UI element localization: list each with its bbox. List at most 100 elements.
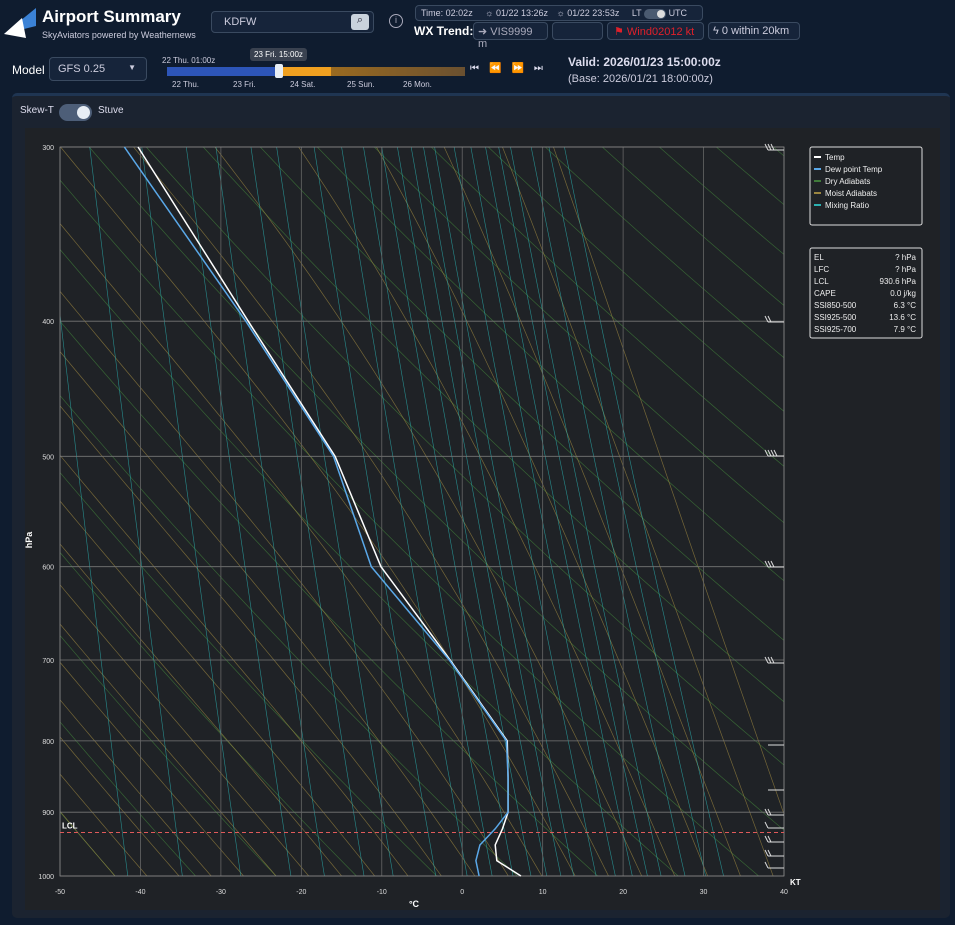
mixing-ratio-line <box>381 147 514 876</box>
index-name: SSI850-500 <box>814 301 857 310</box>
moist-adiabat <box>60 222 543 876</box>
model-value: GFS 0.25 <box>58 63 106 75</box>
mixing-ratio-line <box>185 147 292 876</box>
legend-box <box>809 146 923 226</box>
wind-barb-flag <box>764 808 769 816</box>
legend-label: Dry Adiabats <box>825 177 870 186</box>
moist-adiabat <box>502 147 774 876</box>
sunset-text: 01/22 23:53z <box>567 8 620 18</box>
wind-barb-flag <box>764 656 769 664</box>
info-icon[interactable]: i <box>389 14 403 28</box>
wind-barb-flag <box>767 315 772 323</box>
mixing-ratio-line <box>434 147 574 876</box>
dry-adiabat <box>60 721 197 876</box>
dry-adiabat <box>487 147 784 412</box>
x-tick-label: -30 <box>216 889 226 896</box>
x-axis-label: °C <box>409 899 420 909</box>
app-title: Airport Summary <box>42 7 181 26</box>
wind-barb-flag <box>773 449 778 457</box>
mixing-ratio-line <box>397 147 532 876</box>
playback-controls[interactable]: ⏮⏪⏩⏭ <box>470 63 553 74</box>
model-select[interactable]: GFS 0.25 ▼ <box>49 57 147 81</box>
x-tick-label: 10 <box>539 889 547 896</box>
mixing-ratio-line <box>548 147 706 876</box>
x-tick-label: 40 <box>780 889 788 896</box>
wind-barb-flag <box>770 143 775 151</box>
logo <box>4 8 36 38</box>
dry-adiabat <box>60 634 277 876</box>
timeline-day: 24 Sat. <box>290 80 316 89</box>
moist-adiabat <box>60 699 212 876</box>
dry-adiabat <box>60 471 438 876</box>
lightning-badge: ϟ 0 within 20km <box>708 22 800 40</box>
x-tick-label: -20 <box>296 889 306 896</box>
wind-barb-flag <box>767 849 772 857</box>
index-value: 13.6 °C <box>889 313 916 322</box>
index-name: SSI925-500 <box>814 313 857 322</box>
y-tick-label: 400 <box>42 319 54 326</box>
toggle-right: Stuve <box>98 105 124 116</box>
dry-adiabat <box>316 147 784 582</box>
wind-barb-flag <box>764 849 769 857</box>
timeline-day: 22 Thu. <box>172 80 199 89</box>
wind-barb-flag <box>767 656 772 664</box>
moist-adiabat <box>60 584 310 876</box>
view-toggle[interactable] <box>59 104 92 121</box>
chart-bg <box>25 128 940 910</box>
moist-adiabat <box>60 736 180 876</box>
index-value: ? hPa <box>895 265 916 274</box>
legend-label: Dew point Temp <box>825 165 883 174</box>
index-name: EL <box>814 253 824 262</box>
y-tick-label: 1000 <box>38 874 54 881</box>
x-tick-label: -40 <box>135 889 145 896</box>
search-button[interactable]: ⌕ <box>351 14 369 30</box>
moist-adiabat <box>60 773 148 876</box>
timeline-day: 26 Mon. <box>403 80 432 89</box>
moist-adiabat <box>298 147 676 876</box>
timeline-start: 22 Thu. 01:00z <box>162 56 216 65</box>
mixing-ratio-line <box>276 147 394 876</box>
wind-text: Wind02012 kt <box>626 26 695 38</box>
dry-adiabat <box>60 248 679 876</box>
wind-unit: KT <box>790 878 801 887</box>
x-tick-label: 0 <box>460 889 464 896</box>
lcl-label: LCL <box>62 821 78 830</box>
moist-adiabat <box>60 543 343 876</box>
wind-barb-flag <box>767 560 772 568</box>
mixing-ratio-line <box>341 147 468 876</box>
dry-adiabat <box>60 320 599 876</box>
y-tick-label: 800 <box>42 739 54 746</box>
sunrise: ☼ 01/22 13:26z <box>485 8 549 18</box>
wind-barb-flag <box>764 835 769 843</box>
dry-adiabat <box>145 147 784 766</box>
index-value: 6.3 °C <box>894 301 917 310</box>
moist-adiabat <box>60 454 409 876</box>
vis-badge: ➜ VIS9999 m <box>473 22 548 50</box>
wind-barb-flag <box>764 821 769 829</box>
moist-adiabat <box>553 147 784 816</box>
mixing-ratio-line <box>498 147 648 876</box>
reference-lines <box>60 147 784 876</box>
blank-badge <box>552 22 603 40</box>
timeline-day: 23 Fri. <box>233 80 256 89</box>
plot-frame <box>59 146 785 877</box>
moist-adiabat <box>375 147 709 876</box>
mixing-ratio-line <box>410 147 548 876</box>
moist-adiabat <box>60 147 576 876</box>
index-value: 0.0 j/kg <box>890 289 916 298</box>
timeline-handle[interactable] <box>275 64 283 78</box>
wind-barb-flag <box>770 656 775 664</box>
lt-utc-toggle[interactable] <box>644 8 667 19</box>
legend-label: Mixing Ratio <box>825 201 870 210</box>
base-time: (Base: 2026/01/21 18:00:00z) <box>568 73 713 85</box>
dry-adiabat <box>60 811 116 876</box>
search-box[interactable]: KDFW ⌕ <box>211 11 374 33</box>
wind-barb-flag <box>767 143 772 151</box>
time: Time: 02:02z <box>421 8 473 18</box>
profile-line <box>123 146 509 877</box>
y-tick-label: 900 <box>42 810 54 817</box>
mixing-ratio-line <box>423 147 562 876</box>
toggle-left: Skew-T <box>20 105 54 116</box>
timeline-bar[interactable] <box>167 67 465 76</box>
